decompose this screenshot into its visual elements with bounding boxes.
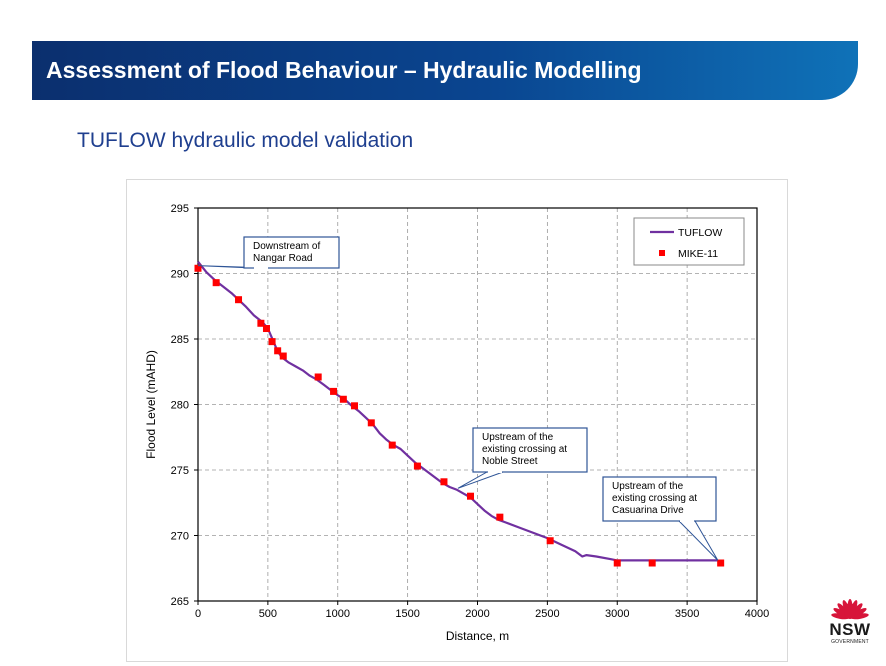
waratah-icon: [831, 599, 869, 620]
nsw-government-logo: NSW GOVERNMENT: [822, 598, 878, 650]
x-tick-label: 0: [195, 608, 201, 620]
x-tick-label: 4000: [745, 608, 769, 620]
mike11-point: [388, 441, 396, 449]
logo-word: NSW: [829, 620, 871, 639]
y-tick-label: 265: [171, 596, 189, 608]
mike11-point: [194, 264, 202, 272]
x-tick-label: 2000: [465, 608, 489, 620]
mike11-point: [274, 347, 282, 355]
mike11-point: [212, 279, 220, 287]
mike11-point: [314, 373, 322, 381]
mike11-point: [268, 338, 276, 346]
annotation-text: Upstream of the: [482, 432, 554, 443]
flood-level-chart: 0 500 1000 1500 2000 2500 3000 3500 4000 265 270 27…: [144, 203, 769, 643]
annotation-text: Downstream of: [253, 241, 320, 252]
y-tick-label: 285: [171, 334, 189, 346]
annotation-text: Nangar Road: [253, 253, 312, 264]
legend-box: [633, 217, 745, 266]
chart-frame: 0 500 1000 1500 2000 2500 3000 3500 4000 265 270 27…: [126, 179, 788, 662]
annotation-text: Noble Street: [482, 456, 538, 467]
x-tick-label: 500: [259, 608, 277, 620]
mike11-point: [351, 402, 359, 410]
legend-mike11-swatch: [659, 250, 665, 256]
annotation-text: Upstream of the: [612, 481, 684, 492]
callout-box: [243, 236, 340, 269]
mike11-point: [339, 395, 347, 403]
mike11-point: [440, 478, 448, 486]
mike11-point: [257, 319, 265, 327]
mike11-point: [717, 559, 725, 567]
callout-pointer: [457, 471, 504, 489]
mike11-point: [330, 387, 338, 395]
y-tick-label: 290: [171, 269, 189, 281]
slide-subtitle: TUFLOW hydraulic model validation: [77, 129, 414, 152]
x-tick-label: 1500: [395, 608, 419, 620]
x-tick-label: 3500: [675, 608, 699, 620]
x-tick-label: 1000: [326, 608, 350, 620]
slide-title: Assessment of Flood Behaviour – Hydrauli…: [46, 57, 642, 83]
callout-pointer: [677, 520, 719, 561]
annotation-text: existing crossing at: [482, 444, 567, 455]
y-tick-label: 270: [171, 531, 189, 543]
logo-sub: GOVERNMENT: [831, 639, 869, 645]
mike11-point: [235, 296, 243, 304]
mike11-point: [546, 537, 554, 545]
mike11-point: [367, 419, 375, 427]
mike11-point: [467, 492, 475, 500]
annotation-text: existing crossing at: [612, 493, 697, 504]
mike11-point: [262, 325, 270, 333]
y-tick-label: 280: [171, 400, 189, 412]
y-tick-label: 275: [171, 465, 189, 477]
callout-box: [602, 476, 717, 522]
mike11-point: [413, 462, 421, 470]
x-axis-label: Distance, m: [446, 629, 509, 643]
mike11-point: [613, 559, 621, 567]
title-banner: Assessment of Flood Behaviour – Hydrauli…: [32, 41, 858, 100]
waratah-centre: [844, 603, 856, 619]
x-tick-label: 2500: [535, 608, 559, 620]
x-tick-label: 3000: [605, 608, 629, 620]
callout-box: [472, 427, 588, 473]
waratah-petal: [850, 613, 869, 620]
mike11-point: [279, 352, 287, 360]
mike11-point: [648, 559, 656, 567]
y-tick-label: 295: [171, 203, 189, 215]
mike11-point: [496, 513, 504, 521]
legend-mike11-label: MIKE-11: [678, 248, 718, 260]
legend-tuflow-label: TUFLOW: [678, 227, 722, 239]
y-axis-label: Flood Level (mAHD): [144, 350, 158, 459]
annotation-text: Casuarina Drive: [612, 505, 684, 516]
